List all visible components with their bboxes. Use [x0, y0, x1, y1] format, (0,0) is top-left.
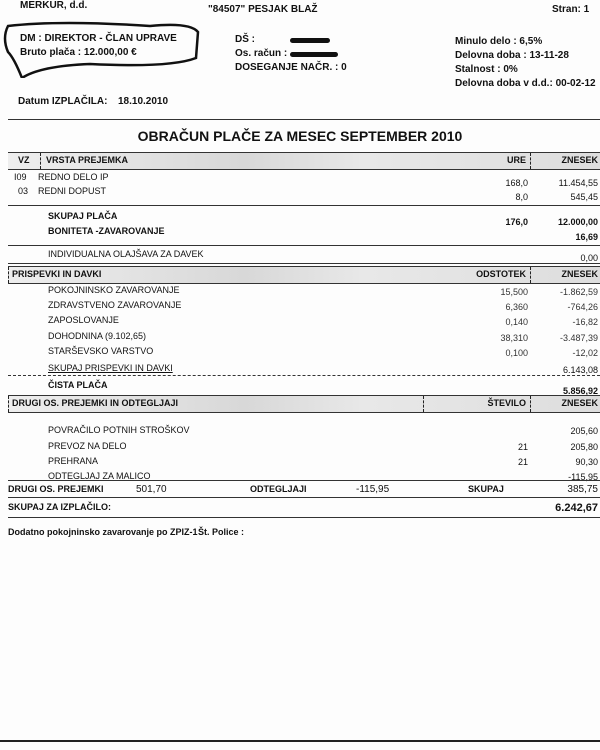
row-name: DOHODNINA (9.102,65)	[48, 331, 147, 341]
minulo-delo: Minulo delo : 6,5%	[455, 36, 543, 47]
row-name: REDNI DOPUST	[38, 186, 107, 196]
page-title: OBRAČUN PLAČE ZA MESEC SEPTEMBER 2010	[137, 128, 463, 144]
payout-amount: 6.242,67	[555, 502, 598, 514]
divider	[8, 119, 600, 120]
row-name: PREHRANA	[48, 456, 99, 466]
divider	[8, 245, 600, 246]
section-title: PRISPEVKI IN DAVKI	[12, 269, 102, 279]
row-amount: 545,45	[570, 192, 598, 202]
row-name: REDNO DELO IP	[38, 172, 109, 182]
col-znesek: ZNESEK	[561, 398, 598, 408]
datum-value: 18.10.2010	[118, 96, 169, 107]
row-code: I09	[14, 172, 27, 182]
deductions-value: -115,95	[356, 484, 390, 495]
dosegenje: DOSEGANJE NAČR. : 0	[235, 62, 347, 73]
divider	[8, 517, 600, 518]
col-ure: URE	[506, 155, 526, 165]
redaction	[290, 38, 330, 43]
row-count: 21	[517, 457, 528, 467]
row-amount: -3.487,39	[559, 333, 598, 343]
total-hours: 176,0	[505, 217, 528, 227]
total-amount: 12.000,00	[557, 217, 598, 227]
row-pct: 6,360	[505, 302, 528, 312]
row-amount: 205,80	[570, 442, 598, 452]
other-income-label: DRUGI OS. PREJEMKI	[8, 484, 104, 494]
section-title: DRUGI OS. PREJEMKI IN ODTEGLJAJI	[12, 398, 179, 408]
net-salary-label: ČISTA PLAČA	[48, 380, 108, 390]
datum-label: Datum IZPLAČILA:	[18, 96, 108, 107]
olajsava-label: INDIVIDUALNA OLAJŠAVA ZA DAVEK	[48, 249, 204, 259]
row-name: ZDRAVSTVENO ZAVAROVANJE	[48, 300, 182, 310]
gross-salary: Bruto plača : 12.000,00 €	[20, 47, 137, 58]
scan-edge	[0, 740, 600, 742]
contrib-total-amount: 6.143,08	[562, 365, 598, 375]
other-total-value: 385,75	[567, 484, 598, 495]
row-amount: 90,30	[575, 457, 598, 467]
ds-label: DŠ :	[235, 34, 255, 45]
stalnost: Stalnost : 0%	[455, 64, 518, 75]
job-position: DM : DIREKTOR - ČLAN UPRAVE	[20, 33, 177, 44]
net-salary-amount: 5.856,92	[562, 386, 598, 396]
contributions-header: PRISPEVKI IN DAVKI ODSTOTEK ZNESEK	[8, 266, 600, 284]
payout-label: SKUPAJ ZA IZPLAČILO:	[8, 502, 111, 512]
earnings-header: VZ VRSTA PREJEMKA URE ZNESEK	[8, 152, 600, 170]
other-income-value: 501,70	[136, 484, 167, 495]
divider	[8, 375, 600, 376]
row-code: 03	[18, 186, 29, 196]
row-amount: -16,82	[572, 317, 598, 327]
delovna-doba-dd: Delovna doba v d.d.: 00-02-12	[455, 78, 596, 89]
company-name: MERKUR, d.d.	[20, 0, 88, 11]
account-label: Os. račun :	[235, 48, 288, 59]
row-pct: 38,310	[500, 333, 528, 343]
row-name: POKOJNINSKO ZAVAROVANJE	[48, 285, 180, 295]
col-vrsta: VRSTA PREJEMKA	[46, 155, 129, 165]
row-name: STARŠEVSKO VARSTVO	[48, 346, 154, 356]
handdrawn-box	[3, 21, 200, 78]
col-odstotek: ODSTOTEK	[476, 269, 526, 279]
deductions-label: ODTEGLJAJI	[250, 484, 307, 494]
row-pct: 15,500	[500, 287, 528, 297]
row-name: ODTEGLJAJ ZA MALICO	[48, 471, 151, 481]
row-name: ZAPOSLOVANJE	[48, 315, 119, 325]
other-total-label: SKUPAJ	[468, 484, 504, 494]
col-znesek: ZNESEK	[561, 269, 598, 279]
row-amount: -1.862,59	[559, 287, 598, 297]
row-amount: 205,60	[570, 426, 598, 436]
contrib-total-label: SKUPAJ PRISPEVKI IN DAVKI	[48, 363, 173, 373]
divider	[8, 205, 600, 206]
delovna-doba: Delovna doba : 13-11-28	[455, 50, 569, 61]
redaction	[290, 52, 338, 57]
row-name: POVRAČILO POTNIH STROŠKOV	[48, 425, 190, 435]
divider	[8, 497, 600, 498]
divider	[8, 480, 600, 481]
other-header: DRUGI OS. PREJEMKI IN ODTEGLJAJI ŠTEVILO…	[8, 395, 600, 413]
employee-name: "84507" PESJAK BLAŽ	[208, 4, 318, 15]
boniteta-label: BONITETA -ZAVAROVANJE	[48, 226, 165, 236]
policy-label: Št. Police :	[198, 527, 245, 537]
row-amount: 11.454,55	[558, 178, 598, 188]
boniteta-amount: 16,69	[575, 232, 598, 242]
page-number: Stran: 1	[552, 4, 590, 15]
pension-note: Dodatno pokojninsko zavarovanje po ZPIZ-…	[8, 527, 198, 537]
row-count: 21	[517, 442, 528, 452]
col-stevilo: ŠTEVILO	[487, 398, 526, 408]
row-name: PREVOZ NA DELO	[48, 441, 127, 451]
row-hours: 8,0	[515, 192, 528, 202]
row-pct: 0,140	[505, 317, 528, 327]
total-salary-label: SKUPAJ PLAČA	[48, 211, 118, 221]
col-vz: VZ	[18, 155, 30, 165]
row-amount: -764,26	[567, 302, 598, 312]
row-hours: 168,0	[505, 178, 528, 188]
col-znesek: ZNESEK	[561, 155, 598, 165]
divider	[8, 263, 600, 264]
row-amount: -12,02	[572, 348, 598, 358]
row-pct: 0,100	[505, 348, 528, 358]
row-amount: -115,95	[568, 472, 598, 482]
olajsava-amount: 0,00	[580, 253, 598, 263]
